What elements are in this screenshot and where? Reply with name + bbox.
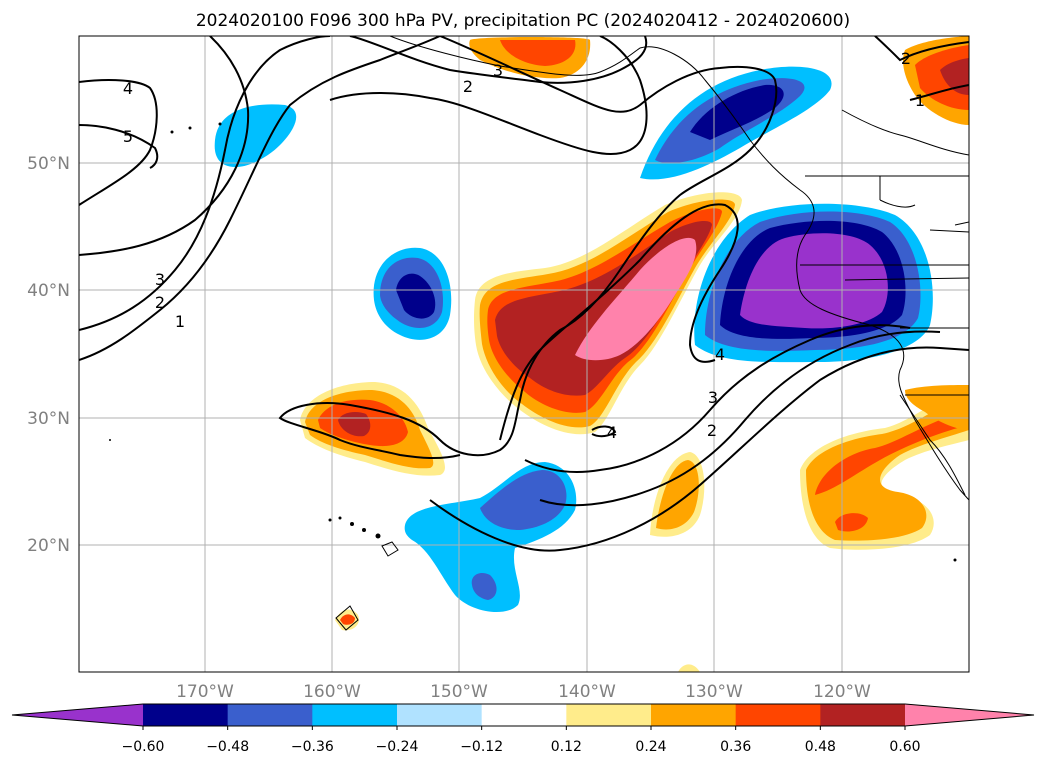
contour-label: 5 bbox=[123, 127, 133, 146]
contour-label: 3 bbox=[155, 270, 165, 289]
pv-contours bbox=[79, 36, 969, 552]
pv-contour-1-main bbox=[429, 346, 969, 552]
colorbar-tick-label: −0.48 bbox=[206, 739, 249, 755]
lon-label: 170°W bbox=[176, 682, 234, 702]
lon-label: 140°W bbox=[558, 682, 616, 702]
pv-contour-1-ne bbox=[909, 84, 969, 101]
map-panel: 4 5 3 2 1 2 3 4 4 3 2 2 1 bbox=[79, 36, 969, 672]
pv-contour-2-arc bbox=[329, 36, 648, 156]
pv-contour-3-west bbox=[79, 36, 250, 256]
contour-label: 3 bbox=[493, 61, 503, 80]
colorbar-extend-low bbox=[12, 704, 143, 726]
contour-label: 1 bbox=[175, 312, 185, 331]
contour-label: 2 bbox=[155, 293, 165, 312]
colorbar-extend-high bbox=[905, 704, 1034, 726]
colorbar-tick-label: −0.60 bbox=[122, 739, 165, 755]
gridlines bbox=[79, 36, 969, 672]
pv-contour-1-west bbox=[79, 36, 441, 361]
contour-label: 2 bbox=[707, 421, 717, 440]
colorbar-bin bbox=[735, 704, 821, 726]
colorbar-tick-label: 0.12 bbox=[551, 739, 582, 755]
colorbar-tick-label: −0.36 bbox=[291, 739, 334, 755]
contour-label: 1 bbox=[915, 91, 925, 110]
colorbar: −0.60 −0.48 −0.36 −0.24 −0.12 0.12 0.24 0.36 0.4… bbox=[11, 703, 1035, 755]
contour-label: 4 bbox=[715, 345, 725, 364]
lat-label: 40°N bbox=[27, 281, 70, 301]
pv-contour-2-main bbox=[539, 330, 941, 507]
colorbar-tick-label: −0.24 bbox=[376, 739, 419, 755]
pv-contour-labels: 4 5 3 2 1 2 3 4 4 3 2 2 1 bbox=[123, 49, 925, 442]
pv-contour-2-west bbox=[79, 36, 331, 331]
colorbar-tick-label: −0.12 bbox=[460, 739, 503, 755]
pv-contour-2-ne bbox=[874, 36, 969, 62]
contour-label: 4 bbox=[123, 79, 133, 98]
pv-contour-5 bbox=[79, 124, 159, 169]
colorbar-bin bbox=[820, 704, 906, 726]
lon-label: 130°W bbox=[685, 682, 743, 702]
contour-label: 3 bbox=[708, 388, 718, 407]
lon-label: 150°W bbox=[430, 682, 488, 702]
lon-label: 160°W bbox=[303, 682, 361, 702]
pv-contour-4-bay bbox=[591, 425, 617, 438]
contour-label: 2 bbox=[901, 49, 911, 68]
longitude-labels: 170°W 160°W 150°W 140°W 130°W 120°W bbox=[176, 682, 871, 702]
lat-label: 20°N bbox=[27, 536, 70, 556]
colorbar-bin bbox=[481, 704, 567, 726]
colorbar-tick-label: 0.24 bbox=[635, 739, 666, 755]
colorbar-tick-label: 0.60 bbox=[889, 739, 920, 755]
figure-title: 2024020100 F096 300 hPa PV, precipitatio… bbox=[196, 11, 850, 31]
colorbar-tick-label: 0.48 bbox=[805, 739, 836, 755]
colorbar-tick-label: 0.36 bbox=[720, 739, 751, 755]
colorbar-bin bbox=[143, 704, 229, 726]
latitude-labels: 50°N 40°N 30°N 20°N bbox=[27, 154, 70, 556]
coastlines bbox=[389, 36, 969, 501]
colorbar-bin bbox=[227, 704, 313, 726]
positive-anomaly-shading bbox=[300, 36, 969, 672]
lon-label: 120°W bbox=[813, 682, 871, 702]
pv-contour-4-center bbox=[499, 203, 739, 441]
pv-contour-4-west bbox=[79, 79, 158, 206]
map-frame bbox=[78, 35, 970, 673]
lat-label: 50°N bbox=[27, 154, 70, 174]
contour-label: 2 bbox=[463, 77, 473, 96]
shade-aleutian-neg bbox=[214, 104, 297, 168]
colorbar-bin bbox=[312, 704, 398, 726]
colorbar-bin bbox=[397, 704, 483, 726]
colorbar-bin bbox=[566, 704, 652, 726]
pv-contour-2-north bbox=[278, 36, 778, 459]
islands bbox=[109, 122, 957, 631]
contour-label: 4 bbox=[607, 423, 617, 442]
pv-contour-3-main bbox=[524, 324, 911, 473]
lat-label: 30°N bbox=[27, 409, 70, 429]
negative-anomaly-shading bbox=[214, 66, 933, 613]
pv-contour-3-center bbox=[349, 36, 648, 84]
colorbar-bin bbox=[651, 704, 737, 726]
